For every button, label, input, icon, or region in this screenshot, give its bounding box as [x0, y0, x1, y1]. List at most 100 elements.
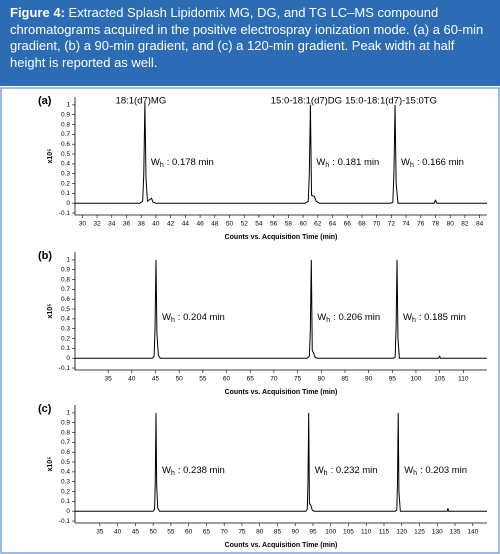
x-tick-label: 60 — [299, 221, 307, 228]
x-tick-label: 66 — [344, 221, 352, 228]
y-tick-label: 0.1 — [61, 498, 70, 505]
symbol: W — [162, 464, 171, 475]
y-tick-label: 0.3 — [61, 170, 70, 177]
y-tick-label: 0.9 — [61, 266, 70, 273]
width-text: : 0.203 min — [420, 464, 467, 475]
y-tick-label: 1 — [66, 102, 70, 109]
peak-width: Wh: 0.206 min — [317, 311, 380, 323]
x-tick-label: 58 — [285, 221, 293, 228]
trace — [75, 102, 487, 204]
x-tick-label: 36 — [123, 221, 131, 228]
y-tick-label: -0.1 — [59, 365, 71, 372]
x-tick-label: 52 — [241, 221, 249, 228]
y-tick-label: 0.5 — [61, 151, 70, 158]
y-tick-label: 0.6 — [61, 449, 70, 456]
width-text: : 0.238 min — [178, 464, 225, 475]
y-tick-label: 0.2 — [61, 180, 70, 187]
width-text: : 0.232 min — [331, 464, 378, 475]
x-tick-label: 45 — [132, 529, 140, 536]
x-tick-label: 50 — [150, 529, 158, 536]
x-axis-label: Counts vs. Acquisition Time (min) — [225, 234, 338, 241]
x-tick-label: 34 — [108, 221, 116, 228]
x-tick-label: 80 — [447, 221, 455, 228]
x-tick-label: 80 — [318, 376, 326, 383]
x-tick-label: 72 — [388, 221, 396, 228]
subscript: h — [171, 317, 175, 324]
x-tick-label: 82 — [461, 221, 469, 228]
x-tick-label: 110 — [361, 529, 372, 536]
x-tick-label: 65 — [203, 529, 211, 536]
x-tick-label: 55 — [199, 376, 207, 383]
x-tick-label: 50 — [176, 376, 184, 383]
y-tick-label: 1 — [66, 257, 70, 264]
peak-width: Wh: 0.238 min — [162, 464, 225, 476]
y-tick-label: -0.1 — [59, 518, 71, 525]
y-tick-label: 0.1 — [61, 345, 70, 352]
width-text: : 0.206 min — [333, 311, 380, 322]
x-tick-label: 32 — [93, 221, 101, 228]
x-tick-label: 125 — [414, 529, 425, 536]
caption-box: Figure 4: Extracted Splash Lipidomix MG,… — [0, 0, 500, 86]
peak-width: Wh: 0.232 min — [315, 464, 378, 476]
subscript: h — [171, 470, 175, 477]
symbol: W — [401, 156, 410, 167]
y-tick-label: 0.4 — [61, 316, 70, 323]
width-text: : 0.185 min — [419, 311, 466, 322]
peak-label: 18:1(d7)MG — [116, 96, 167, 107]
x-tick-label: 56 — [270, 221, 278, 228]
x-tick-label: 44 — [182, 221, 190, 228]
peak-width: Wh: 0.185 min — [403, 311, 466, 323]
panel-label: (a) — [38, 95, 52, 107]
y-axis-label: x10⁵ — [47, 457, 54, 472]
y-tick-label: 1 — [66, 410, 70, 417]
y-tick-label: 0.1 — [61, 190, 70, 197]
x-tick-label: 70 — [221, 529, 229, 536]
frame — [0, 87, 500, 554]
x-tick-label: 78 — [432, 221, 440, 228]
y-tick-label: 0.4 — [61, 161, 70, 168]
x-tick-label: 60 — [223, 376, 231, 383]
panel-label: (b) — [38, 250, 52, 262]
x-tick-label: 50 — [226, 221, 234, 228]
x-tick-label: 30 — [79, 221, 87, 228]
x-tick-label: 84 — [476, 221, 484, 228]
symbol: W — [315, 464, 324, 475]
peak-label: 15:0-18:1(d7)-15:0TG — [345, 96, 437, 107]
x-tick-label: 74 — [402, 221, 410, 228]
x-tick-label: 55 — [167, 529, 175, 536]
peak-width: Wh: 0.178 min — [151, 156, 214, 168]
subscript: h — [325, 162, 329, 169]
x-tick-label: 42 — [167, 221, 175, 228]
panel-label: (c) — [38, 403, 52, 415]
x-axis-label: Counts vs. Acquisition Time (min) — [225, 542, 338, 549]
x-tick-label: 40 — [114, 529, 122, 536]
x-tick-label: 120 — [396, 529, 407, 536]
x-tick-label: 60 — [185, 529, 193, 536]
peak-width: Wh: 0.203 min — [404, 464, 467, 476]
y-tick-label: 0.2 — [61, 335, 70, 342]
x-tick-label: 35 — [105, 376, 113, 383]
x-tick-label: 65 — [247, 376, 255, 383]
x-tick-label: 95 — [309, 529, 317, 536]
x-tick-label: 85 — [274, 529, 282, 536]
subscript: h — [413, 470, 417, 477]
y-tick-label: 0 — [66, 508, 70, 515]
x-tick-label: 64 — [329, 221, 337, 228]
x-tick-label: 45 — [152, 376, 160, 383]
y-axis-label: x10⁵ — [47, 149, 54, 164]
y-tick-label: 0.8 — [61, 429, 70, 436]
y-tick-label: 0.7 — [61, 286, 70, 293]
symbol: W — [162, 311, 171, 322]
x-tick-label: 105 — [434, 376, 445, 383]
x-tick-label: 90 — [292, 529, 300, 536]
trace — [75, 259, 487, 359]
symbol: W — [151, 156, 160, 167]
x-tick-label: 130 — [432, 529, 443, 536]
x-tick-label: 100 — [325, 529, 336, 536]
peak-label: 15:0-18:1(d7)DG — [271, 96, 342, 107]
x-tick-label: 100 — [411, 376, 422, 383]
y-tick-label: 0.6 — [61, 296, 70, 303]
x-tick-label: 75 — [238, 529, 246, 536]
